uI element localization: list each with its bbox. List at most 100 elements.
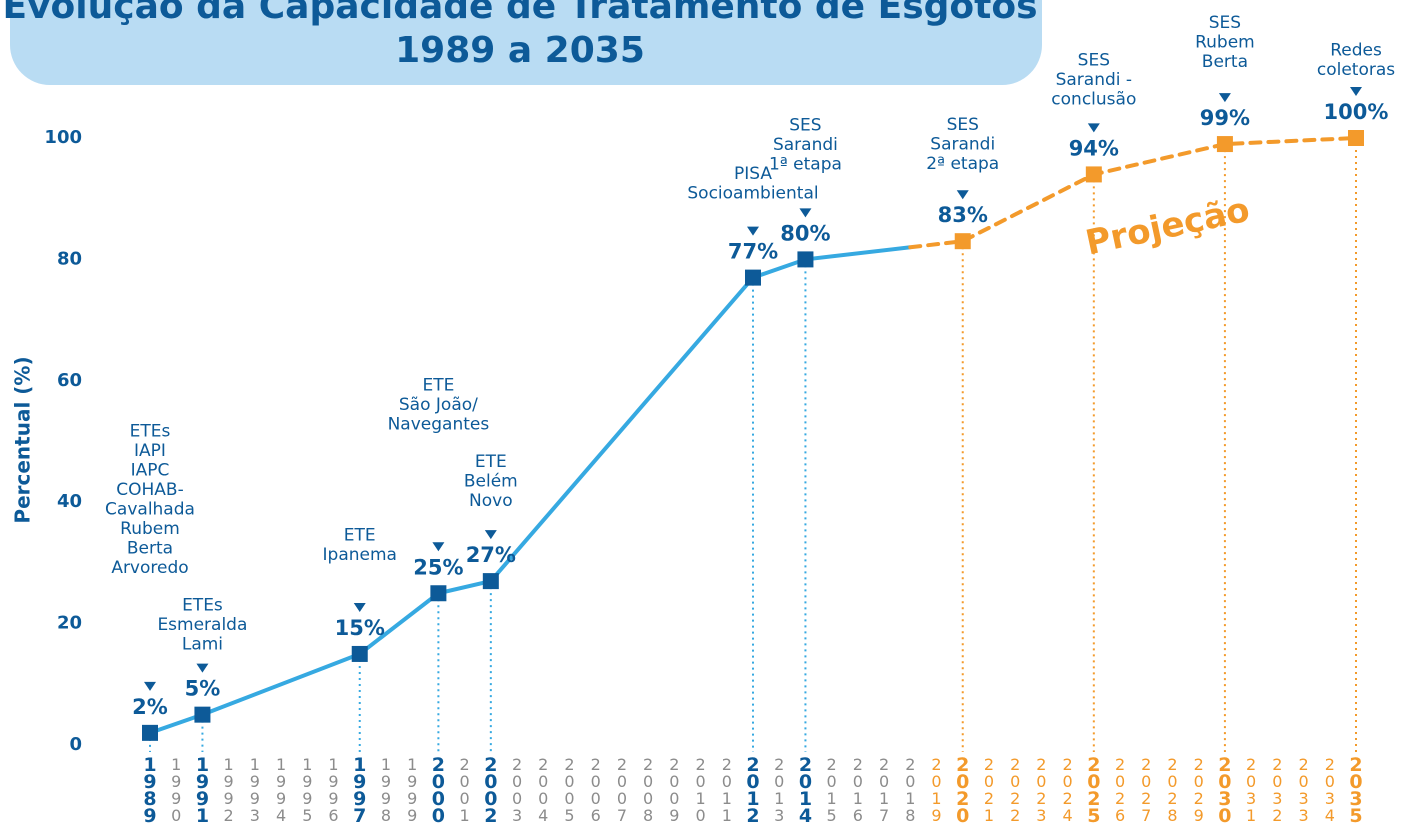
y-tick-label: 80 (57, 248, 82, 269)
arrow (196, 663, 209, 673)
annotation: ETE (475, 452, 507, 472)
arrow (747, 226, 759, 236)
value-label: 80% (780, 221, 830, 245)
y-tick-label: 0 (69, 734, 82, 755)
annotation: ETE (344, 525, 376, 545)
annotation: PISA (734, 164, 772, 184)
annotation: Novo (469, 491, 513, 511)
marker (1085, 166, 1102, 183)
annotation: COHAB- (116, 480, 183, 500)
marker (430, 585, 447, 602)
series-line (149, 245, 911, 735)
annotation: Sarandi (930, 135, 995, 155)
marker (954, 233, 971, 250)
annotation: Ipanema (323, 545, 397, 565)
arrow (1087, 123, 1100, 133)
value-label: 94% (1069, 136, 1119, 160)
chart-title: 1989 a 2035 (395, 30, 645, 71)
arrow (484, 530, 497, 540)
arrow (1350, 87, 1362, 96)
marker (351, 645, 368, 662)
annotation: Berta (127, 538, 173, 558)
value-label: 83% (938, 203, 988, 227)
value-label: 5% (185, 677, 221, 701)
annotation: Rubem (1195, 33, 1255, 53)
annotation: Sarandi (773, 135, 838, 155)
value-label: 77% (728, 240, 778, 264)
value-label: 15% (335, 616, 385, 640)
annotation: Arvoredo (111, 558, 188, 578)
annotation: Cavalhada (105, 499, 195, 519)
value-label: 25% (413, 555, 463, 579)
annotation: 2ª etapa (926, 154, 999, 174)
marker (1216, 136, 1233, 153)
series-label: Projeção (1082, 190, 1253, 264)
arrow (353, 602, 366, 612)
chart-title: Evolução da Capacidade de Tratamento de … (3, 0, 1038, 27)
annotation: SES (789, 115, 821, 135)
annotation: Socioambiental (687, 184, 818, 204)
annotation: Rubem (120, 519, 180, 539)
y-tick-label: 40 (57, 491, 82, 512)
annotation: IAPC (131, 460, 170, 480)
arrow (799, 208, 812, 218)
value-label: 99% (1200, 106, 1250, 130)
marker (745, 269, 761, 286)
annotation: Esmeralda (157, 615, 247, 635)
annotation: Belém (464, 472, 518, 492)
annotation: ETE (422, 375, 454, 395)
annotation: Sarandi - (1056, 70, 1132, 90)
annotation: São João/ (399, 395, 478, 415)
annotation: SES (1078, 50, 1110, 70)
annotation: 1ª etapa (769, 154, 842, 174)
arrow (1218, 93, 1231, 103)
title-box (10, 0, 1042, 85)
annotation: Berta (1202, 52, 1248, 72)
annotation: IAPI (134, 441, 166, 461)
marker (482, 573, 499, 590)
arrow (432, 542, 445, 552)
annotation: SES (1209, 13, 1241, 33)
annotation: ETEs (130, 421, 171, 441)
arrow (956, 190, 969, 200)
annotation: Redes (1330, 41, 1382, 61)
marker (142, 724, 158, 741)
value-label: 27% (466, 543, 516, 567)
annotation: conclusão (1051, 89, 1136, 109)
y-tick-label: 60 (57, 370, 82, 391)
